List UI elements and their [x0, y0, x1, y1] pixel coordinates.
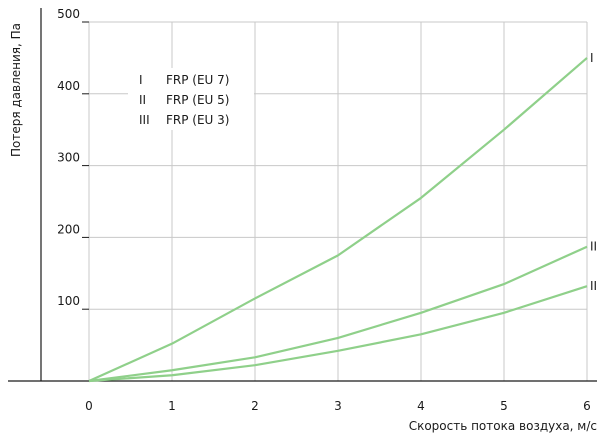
y-tick-label-2: 300	[57, 151, 80, 165]
legend-label-2: FRP (EU 5)	[166, 93, 229, 107]
legend-label-3: FRP (EU 3)	[166, 113, 229, 127]
x-tick-label-4: 4	[417, 399, 425, 413]
y-tick-label-0: 100	[57, 294, 80, 308]
chart-series	[88, 57, 588, 383]
tick-labels: 100 200 300 400 500 0 1 2 3 4 5 6	[57, 7, 591, 413]
y-tick-label-3: 400	[57, 79, 80, 93]
series-end-label-2: II	[590, 240, 597, 254]
legend-label-1: FRP (EU 7)	[166, 73, 229, 87]
legend: I FRP (EU 7) II FRP (EU 5) III FRP (EU 3…	[128, 68, 254, 130]
series-line-1	[88, 57, 588, 383]
series-end-label-1: I	[590, 51, 594, 65]
y-axis-title: Потеря давления, Па	[9, 23, 23, 157]
chart-axes	[8, 8, 597, 382]
series-line-2	[88, 245, 588, 383]
x-tick-label-5: 5	[500, 399, 508, 413]
x-axis-title: Скорость потока воздуха, м/с	[409, 419, 597, 433]
series-end-label-3: II	[590, 279, 597, 293]
legend-background	[128, 68, 254, 130]
x-tick-label-6: 6	[583, 399, 591, 413]
y-tick-label-1: 200	[57, 222, 80, 236]
x-tick-label-3: 3	[334, 399, 342, 413]
y-tick-label-4: 500	[57, 7, 80, 21]
series-line-3	[88, 285, 588, 383]
legend-numeral-1: I	[139, 73, 143, 87]
x-tick-label-1: 1	[168, 399, 176, 413]
legend-numeral-2: II	[139, 93, 146, 107]
legend-numeral-3: III	[139, 113, 150, 127]
x-tick-label-2: 2	[251, 399, 259, 413]
x-tick-label-0: 0	[85, 399, 93, 413]
